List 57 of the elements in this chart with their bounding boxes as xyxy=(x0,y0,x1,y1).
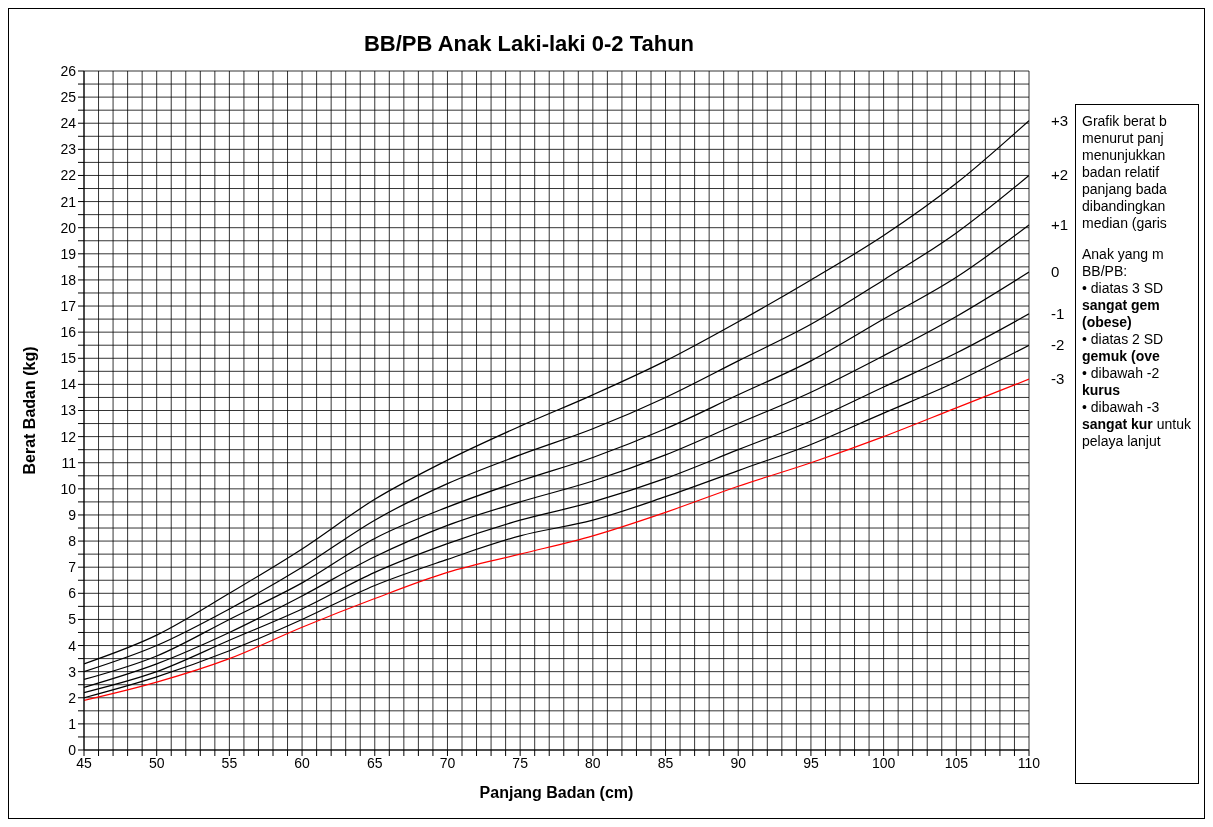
x-tick-label: 70 xyxy=(439,754,456,771)
x-tick-label: 65 xyxy=(366,754,383,771)
series-label: -1 xyxy=(1051,304,1065,322)
x-tick-label: 100 xyxy=(871,754,896,771)
y-tick-label: 5 xyxy=(68,611,77,628)
x-tick-label: 105 xyxy=(944,754,969,771)
x-tick-label: 110 xyxy=(1017,754,1041,771)
series-label: -2 xyxy=(1051,336,1065,354)
y-tick-label: 3 xyxy=(68,663,77,680)
series-label: +2 xyxy=(1051,166,1069,184)
text: • dibawah -2 kurus xyxy=(1082,365,1160,398)
x-tick-label: 80 xyxy=(585,754,601,771)
y-tick-label: 20 xyxy=(60,219,77,236)
x-tick-label: 85 xyxy=(657,754,674,771)
y-tick-label: 0 xyxy=(68,741,77,758)
y-tick-label: 4 xyxy=(68,637,77,654)
series-label: +1 xyxy=(1051,216,1069,234)
y-tick-label: 2 xyxy=(68,689,77,706)
text: Grafik berat b menurut panj menunjukkan badan relatif panjang bada dibandingkan median (garis xyxy=(1082,113,1167,231)
y-tick-label: 14 xyxy=(60,376,77,393)
series-label: -3 xyxy=(1051,370,1065,388)
x-tick-label: 75 xyxy=(512,754,529,771)
y-tick-label: 12 xyxy=(60,428,77,445)
x-tick-label: 95 xyxy=(803,754,819,771)
y-tick-label: 18 xyxy=(60,271,77,288)
y-axis-title: Berat Badan (kg) xyxy=(20,346,38,475)
y-tick-label: 1 xyxy=(68,715,77,732)
text: Anak yang m BB/PB: xyxy=(1082,246,1164,279)
y-tick-label: 26 xyxy=(60,62,77,79)
x-tick-label: 90 xyxy=(730,754,747,771)
y-tick-label: 6 xyxy=(68,585,77,602)
y-tick-label: 11 xyxy=(61,454,77,471)
chart-title: BB/PB Anak Laki-laki 0-2 Tahun xyxy=(362,31,696,57)
text: • diatas 3 SD sangat gem (obese) xyxy=(1082,280,1164,330)
y-tick-label: 22 xyxy=(60,167,77,184)
y-tick-label: 10 xyxy=(60,480,77,497)
y-tick-label: 8 xyxy=(68,533,77,550)
x-axis-title: Panjang Badan (cm) xyxy=(479,784,634,801)
series-label: +3 xyxy=(1051,111,1069,129)
y-tick-label: 7 xyxy=(68,559,77,576)
y-tick-label: 16 xyxy=(60,324,77,341)
y-tick-label: 13 xyxy=(60,402,77,419)
x-tick-label: 55 xyxy=(221,754,238,771)
text: • diatas 2 SD gemuk (ove xyxy=(1082,331,1164,364)
x-tick-label: 60 xyxy=(294,754,311,771)
y-tick-label: 24 xyxy=(60,115,77,132)
y-tick-label: 23 xyxy=(60,141,77,158)
y-tick-label: 25 xyxy=(60,89,77,106)
y-tick-label: 17 xyxy=(60,298,77,315)
y-tick-label: 15 xyxy=(60,350,77,367)
x-tick-label: 50 xyxy=(148,754,165,771)
x-tick-label: 45 xyxy=(76,754,92,771)
text: • dibawah -3 sangat kur untuk pelaya lanjut xyxy=(1082,399,1191,449)
y-tick-label: 19 xyxy=(60,245,77,262)
y-tick-label: 9 xyxy=(68,506,77,523)
y-tick-label: 21 xyxy=(60,193,77,210)
series-label: 0 xyxy=(1051,263,1060,281)
